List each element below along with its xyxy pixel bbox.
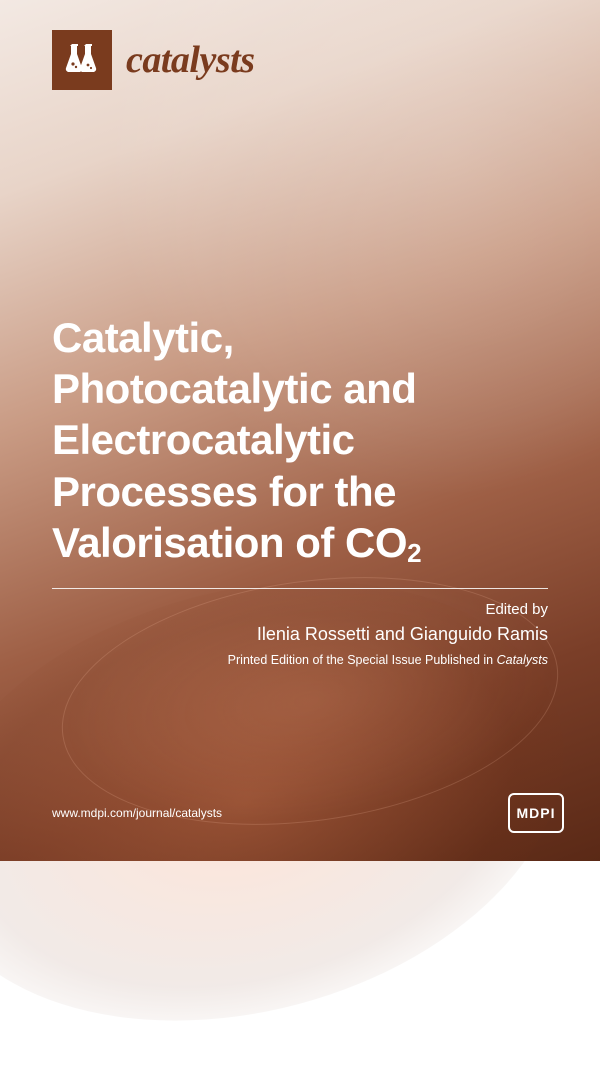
title-line-3: Electrocatalytic bbox=[52, 416, 355, 463]
printed-edition-journal: Catalysts bbox=[497, 653, 548, 667]
main-title: Catalytic, Photocatalytic and Electrocat… bbox=[52, 312, 548, 568]
title-divider bbox=[52, 588, 548, 589]
journal-url: www.mdpi.com/journal/catalysts bbox=[52, 806, 222, 820]
title-line-4: Processes for the bbox=[52, 468, 396, 515]
journal-name: catalysts bbox=[126, 38, 254, 82]
publisher-logo: MDPI bbox=[508, 793, 564, 833]
cover-footer: www.mdpi.com/journal/catalysts MDPI bbox=[52, 793, 564, 833]
flask-pair-icon bbox=[52, 30, 112, 90]
book-cover: catalysts Catalytic, Photocatalytic and … bbox=[0, 0, 600, 861]
editors-block: Edited by Ilenia Rossetti and Gianguido … bbox=[52, 601, 548, 667]
journal-header: catalysts bbox=[52, 30, 254, 90]
title-subscript: 2 bbox=[407, 538, 421, 568]
editors-names: Ilenia Rossetti and Gianguido Ramis bbox=[52, 624, 548, 645]
printed-edition-prefix: Printed Edition of the Special Issue Pub… bbox=[228, 653, 497, 667]
edited-by-label: Edited by bbox=[52, 601, 548, 618]
flask-svg bbox=[58, 36, 106, 84]
title-block: Catalytic, Photocatalytic and Electrocat… bbox=[52, 312, 548, 667]
title-line-2: Photocatalytic and bbox=[52, 365, 416, 412]
title-line-5-prefix: Valorisation of CO bbox=[52, 519, 407, 566]
title-line-1: Catalytic, bbox=[52, 314, 234, 361]
printed-edition-line: Printed Edition of the Special Issue Pub… bbox=[52, 653, 548, 667]
